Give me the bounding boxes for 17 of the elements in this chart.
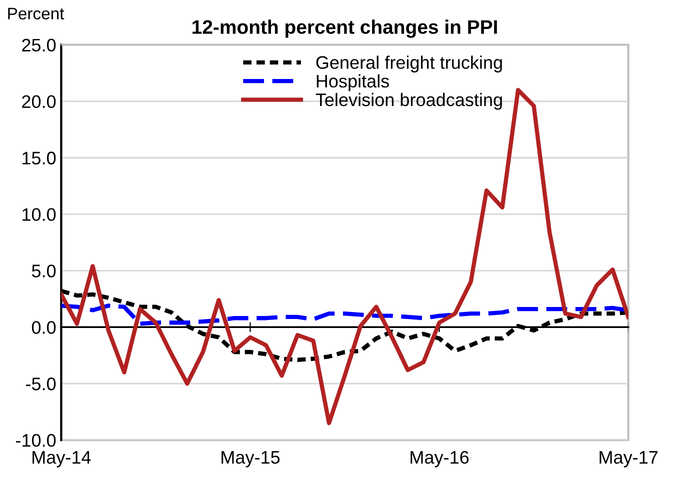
- legend-label: Television broadcasting: [316, 92, 502, 110]
- y-axis-title: Percent: [8, 8, 64, 20]
- y-tick-label: 15.0: [22, 152, 56, 164]
- y-tick-label: -5.0: [26, 378, 56, 390]
- y-tick-label: 5.0: [32, 264, 56, 278]
- y-tick-label: -10.0: [16, 434, 56, 447]
- y-tick-label: 0.0: [32, 321, 56, 334]
- x-tick-label: May-14: [32, 451, 91, 468]
- legend-label: General freight trucking: [316, 56, 502, 72]
- y-tick-label: 20.0: [22, 95, 56, 108]
- y-tick-label: 25.0: [22, 38, 56, 52]
- legend-label: Hospitals: [316, 74, 389, 92]
- x-tick-label: May-16: [410, 450, 469, 468]
- x-tick-label: May-17: [600, 451, 658, 468]
- chart-title: 12-month percent changes in PPI: [192, 20, 497, 38]
- x-tick-label: May-15: [222, 451, 280, 468]
- y-tick-label: 10.0: [22, 208, 56, 221]
